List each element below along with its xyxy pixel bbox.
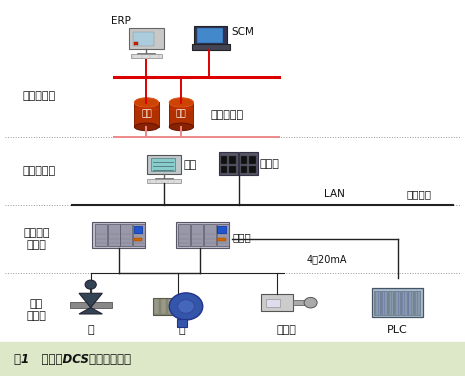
Bar [217,224,229,246]
Ellipse shape [169,98,193,107]
Bar [129,28,164,49]
Bar [134,102,159,127]
Bar [154,299,159,314]
Bar [374,291,380,315]
Bar [169,102,193,127]
Polygon shape [79,308,102,314]
Bar [241,166,247,173]
Bar [401,291,406,315]
Text: 控制装置
单元层: 控制装置 单元层 [23,227,49,250]
Circle shape [178,300,194,313]
Text: 泵: 泵 [178,325,185,335]
Circle shape [85,280,96,289]
Bar [147,179,181,183]
Text: 组态: 组态 [184,161,197,170]
Bar [229,166,236,173]
Bar [217,238,226,241]
Text: SCM: SCM [231,27,254,37]
Ellipse shape [169,107,193,112]
Text: 阀: 阀 [87,325,94,335]
Text: 实时数据库: 实时数据库 [210,110,243,120]
Text: 图1   第四代DCS系统体系结构: 图1 第四代DCS系统体系结构 [14,353,131,365]
Bar [414,291,420,315]
Bar [388,291,393,315]
Bar [133,238,142,241]
Bar [107,224,120,246]
Polygon shape [79,293,102,308]
Ellipse shape [134,107,159,112]
Bar [407,291,413,315]
Bar [147,155,181,174]
Text: 数据: 数据 [176,109,187,118]
Bar [293,300,307,305]
Bar [261,294,293,311]
Bar [221,156,227,164]
Text: LAN: LAN [325,189,345,199]
Bar [95,224,106,246]
Bar [229,156,236,164]
Bar [192,44,230,50]
Bar [133,226,142,233]
Bar [134,42,138,45]
Bar [120,224,133,246]
Ellipse shape [134,98,159,107]
Bar [266,299,280,307]
Text: ERP: ERP [111,16,131,26]
Bar [394,291,400,315]
Bar [133,224,145,246]
Text: PLC: PLC [387,325,408,335]
Bar [241,156,247,164]
Text: 4～20mA: 4～20mA [307,255,347,264]
Text: 数据: 数据 [141,109,152,118]
Text: 企业管理层: 企业管理层 [23,91,56,101]
Bar [239,152,258,175]
Bar [0,342,465,376]
Bar [177,319,187,327]
Bar [194,26,227,45]
Bar [191,224,203,246]
Text: 工厂管理层: 工厂管理层 [23,166,56,176]
Text: 专用接口: 专用接口 [406,189,431,199]
Bar [197,28,223,43]
Circle shape [304,297,317,308]
Bar [204,224,216,246]
Text: 现场
仪表层: 现场 仪表层 [27,299,46,321]
Bar [161,299,166,314]
Bar [372,288,423,317]
Bar [133,32,154,46]
Bar [221,166,227,173]
Bar [70,302,112,308]
Bar [219,152,238,175]
Bar [178,224,190,246]
Text: 控制站: 控制站 [232,232,251,242]
Bar [168,299,173,314]
Text: 变送器: 变送器 [276,325,296,335]
Bar [92,222,145,248]
Circle shape [169,293,203,320]
Bar [151,158,175,171]
Ellipse shape [169,123,193,131]
Bar [249,166,256,173]
Bar [249,156,256,164]
Ellipse shape [134,123,159,131]
Bar [131,54,162,58]
Bar [217,226,226,233]
Bar [153,298,177,315]
Bar [381,291,387,315]
Text: 操作站: 操作站 [259,159,279,168]
Bar [175,222,229,248]
